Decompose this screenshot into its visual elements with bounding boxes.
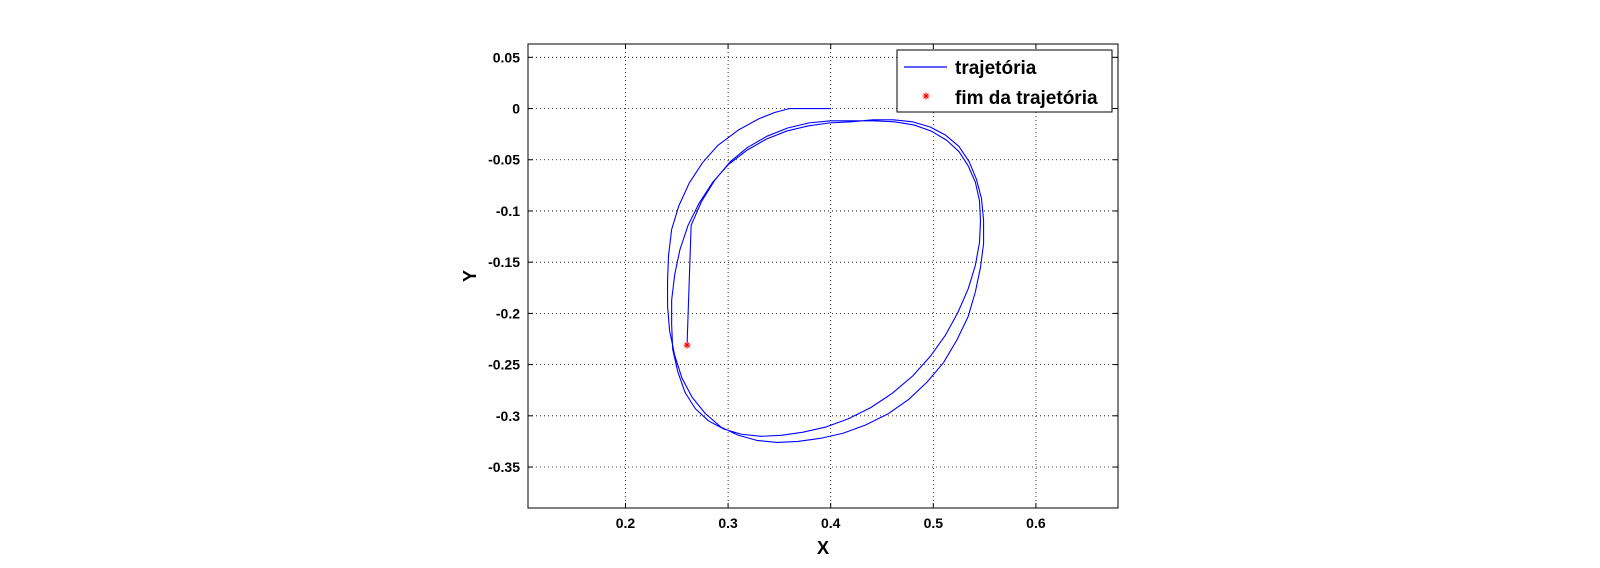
y-tick-label: -0.1 xyxy=(496,203,520,219)
trajectory-line xyxy=(666,107,985,444)
grid xyxy=(528,44,1118,508)
x-tick-label: 0.3 xyxy=(718,515,738,531)
series-layer xyxy=(666,107,985,444)
x-tick-labels: 0.2 0.3 0.4 0.5 0.6 xyxy=(616,515,1046,531)
end-point-marker xyxy=(683,341,691,349)
legend-label-trajetoria: trajetória xyxy=(955,58,1037,79)
y-tick-label: -0.15 xyxy=(488,254,520,270)
y-axis-title: Y xyxy=(460,270,480,282)
y-tick-labels: 0.05 0 -0.05 -0.1 -0.15 -0.2 -0.25 -0.3 -0.35 xyxy=(488,49,520,475)
x-tick-label: 0.5 xyxy=(924,515,944,531)
x-tick-label: 0.4 xyxy=(821,515,841,531)
legend-box xyxy=(896,49,1113,113)
y-tick-label: -0.3 xyxy=(496,408,520,424)
y-tick-label: 0.05 xyxy=(493,49,520,65)
plot-area xyxy=(528,44,1118,508)
legend-marker-swatch xyxy=(922,92,930,100)
y-tick-label: -0.25 xyxy=(488,357,520,373)
x-axis-title: X xyxy=(817,538,829,558)
axis-ticks xyxy=(528,44,1118,508)
y-tick-label: -0.05 xyxy=(488,152,520,168)
y-tick-label: -0.2 xyxy=(496,305,520,321)
legend: trajetória fim da trajetória xyxy=(896,49,1113,113)
axes-box xyxy=(527,43,1119,509)
y-tick-label: -0.35 xyxy=(488,459,520,475)
legend-label-fim: fim da trajetória xyxy=(955,88,1098,109)
x-tick-label: 0.6 xyxy=(1026,515,1046,531)
y-tick-label: 0 xyxy=(512,101,520,117)
x-tick-label: 0.2 xyxy=(616,515,636,531)
